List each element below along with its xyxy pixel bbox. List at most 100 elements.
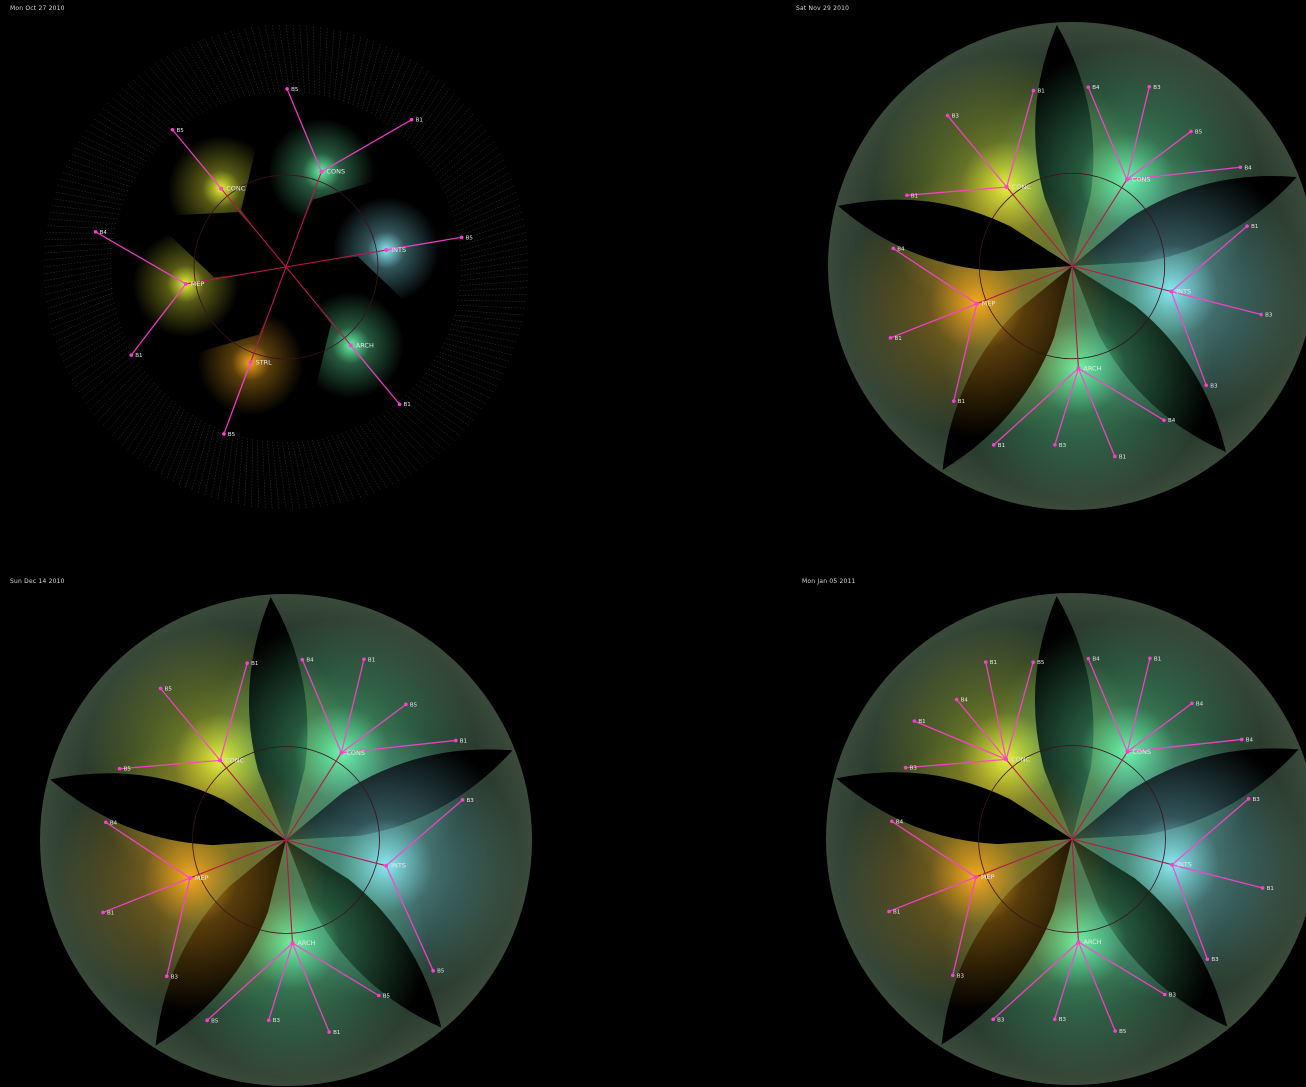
- leaf-edge: [992, 941, 1079, 1020]
- leaf-node: [453, 738, 458, 743]
- leaf-label: B4: [1092, 657, 1100, 663]
- leaf-label: B1: [333, 1030, 340, 1036]
- leaf-edge: [891, 820, 977, 878]
- group-label: ARCH: [356, 341, 374, 349]
- spoke-line: [431, 124, 482, 172]
- spoke-line: [455, 305, 525, 309]
- group-label: INTS: [1177, 861, 1192, 869]
- leaf-node: [1086, 85, 1091, 89]
- leaf-label: B3: [1265, 313, 1273, 319]
- spoke-line: [107, 103, 164, 144]
- spoke-line: [185, 46, 222, 106]
- spoke-line: [311, 439, 335, 505]
- radial-diagram: B1 B3 B1 CONC B4 B3 B5 B4 CONS B1 B3 B3 INTS B4 B1 B3 B1…: [828, 22, 1306, 510]
- group-label: INTS: [391, 246, 406, 254]
- leaf-label: B3: [910, 766, 918, 772]
- leaf-node: [327, 1030, 331, 1034]
- radial-diagram: B5 CONC B5 B1 CONS B5 INTS B1 ARCH B5 STRL B1 B4 MEP: [43, 24, 529, 510]
- petal: [838, 199, 1072, 272]
- spoke-line: [122, 88, 175, 134]
- leaf-label: B5: [124, 767, 132, 773]
- leaf-node: [404, 702, 408, 707]
- spoke-line: [313, 26, 315, 96]
- spoke-line: [457, 300, 526, 302]
- leaf-label: B4: [896, 819, 904, 825]
- leaf-label: B1: [911, 193, 918, 199]
- hub-edge: [220, 188, 287, 268]
- spoke-line: [454, 309, 524, 316]
- spoke-line: [204, 427, 220, 495]
- leaf-node: [1204, 383, 1209, 388]
- leaf-label: B3: [957, 973, 965, 979]
- spoke-line: [436, 135, 490, 181]
- spoke-line: [324, 28, 328, 98]
- group-node: [1124, 177, 1129, 182]
- leaf-edge: [1054, 941, 1080, 1020]
- leaf-node: [888, 336, 893, 340]
- leaf-edge: [947, 115, 1008, 188]
- spoke-line: [178, 419, 202, 485]
- spoke-line: [132, 396, 170, 455]
- spoke-line: [143, 71, 191, 122]
- leaf-node: [1246, 797, 1251, 801]
- group-label: ARCH: [297, 939, 315, 947]
- petal: [50, 773, 287, 846]
- leaf-label: B4: [1196, 701, 1204, 707]
- spoke-line: [452, 185, 515, 217]
- spoke-line: [44, 263, 112, 275]
- hub-edge: [1006, 186, 1073, 267]
- leaf-label: B5: [176, 128, 184, 134]
- spoke-line: [424, 372, 486, 404]
- group-node: [219, 186, 224, 191]
- spoke-line: [296, 440, 314, 508]
- leaf-edge: [268, 942, 294, 1021]
- spoke-line: [51, 302, 116, 329]
- leaf-edge: [905, 758, 1007, 769]
- leaf-edge: [892, 247, 978, 305]
- leaf-edge: [385, 865, 434, 971]
- spoke-line: [112, 98, 168, 140]
- leaf-edge: [385, 799, 463, 867]
- spoke-line: [316, 438, 342, 503]
- hub-edge: [219, 760, 287, 841]
- spoke-line: [272, 440, 280, 509]
- hub-edge: [285, 752, 342, 841]
- leaf-label: B1: [958, 399, 965, 405]
- hub-edge: [285, 171, 322, 268]
- spoke-line: [444, 338, 512, 356]
- spoke-line: [381, 412, 429, 463]
- leaf-node: [1205, 957, 1210, 962]
- leaf-node: [1259, 312, 1263, 317]
- hub-edge: [1005, 759, 1073, 840]
- leaf-node: [1086, 656, 1091, 661]
- spoke-line: [55, 312, 118, 343]
- spoke-line: [301, 440, 321, 507]
- leaf-label: B5: [466, 235, 474, 241]
- group-node: [183, 281, 188, 286]
- leaf-label: B5: [228, 432, 236, 438]
- spoke-line: [458, 225, 525, 247]
- leaf-node: [362, 657, 366, 662]
- spoke-line: [457, 211, 522, 237]
- spoke-line: [440, 346, 507, 368]
- spoke-line: [460, 252, 528, 267]
- leaf-node: [1260, 886, 1265, 890]
- inner-ring: [192, 746, 380, 934]
- leaf-label: B5: [211, 1018, 219, 1024]
- leaf-label: B5: [383, 993, 391, 999]
- spoke-line: [426, 113, 474, 164]
- group-label: CONC: [225, 756, 245, 764]
- leaf-node: [891, 246, 896, 251]
- spoke-line: [368, 420, 412, 475]
- group-label: MEP: [191, 280, 205, 288]
- spoke-line: [333, 31, 342, 100]
- radial-diagram: B3 B1 B4 B1 B5 CONC B4 B1 B4 B4 CONS B3 B1 B3 INTS B3 B5…: [826, 593, 1306, 1085]
- leaf-edge: [993, 367, 1079, 446]
- spoke-line: [46, 232, 115, 234]
- spoke-line: [197, 41, 232, 102]
- leaf-edge: [301, 659, 342, 754]
- leaf-node: [266, 1018, 271, 1023]
- spoke-line: [48, 218, 118, 225]
- leaf-edge: [1126, 130, 1192, 180]
- spoke-line: [376, 415, 423, 467]
